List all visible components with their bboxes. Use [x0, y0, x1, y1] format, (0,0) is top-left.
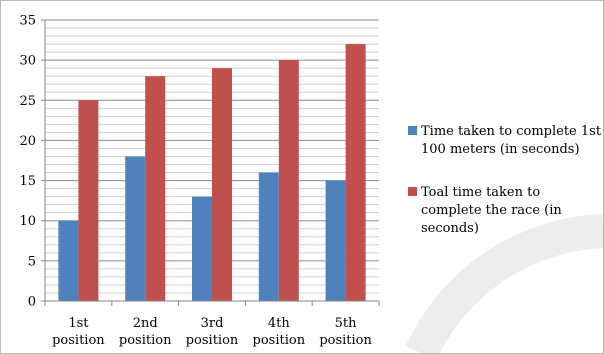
axes — [41, 19, 380, 306]
y-tick-label: 5 — [28, 254, 36, 269]
category-label-4: 4th position — [253, 316, 306, 348]
bar-series-1-1 — [58, 220, 79, 301]
bar-series-1-4 — [258, 172, 279, 301]
y-axis-ticks: 0 5 10 15 20 25 30 35 — [19, 14, 36, 310]
legend: Time taken to complete 1st 100 meters (in… — [408, 124, 602, 236]
bar-series-2-2 — [145, 76, 166, 301]
bar-series-2-5 — [345, 44, 366, 301]
bars — [58, 44, 366, 302]
watermark-arc — [405, 214, 603, 353]
x-axis-labels: 1st position 2nd position 3rd position 4th posi… — [52, 316, 372, 348]
category-label-1: 1st position — [52, 316, 105, 348]
y-tick-label: 15 — [19, 174, 36, 189]
legend-label-2: Toal time taken to complete the race (in s… — [421, 185, 562, 236]
category-label-5: 5th position — [319, 316, 372, 348]
y-tick-label: 10 — [19, 214, 36, 229]
legend-label-1: Time taken to complete 1st 100 meters (in… — [421, 124, 602, 157]
y-tick-label: 25 — [19, 94, 36, 109]
y-tick-label: 0 — [28, 295, 36, 310]
category-label-2: 2nd position — [119, 316, 172, 348]
bar-series-2-3 — [212, 68, 232, 302]
y-tick-label: 20 — [19, 134, 36, 149]
bar-series-1-3 — [192, 196, 212, 301]
watermark-arc-shape — [405, 214, 603, 353]
legend-swatch-1 — [408, 126, 417, 135]
category-label-3: 3rd position — [186, 316, 239, 348]
bar-series-1-5 — [325, 180, 346, 301]
bar-series-2-1 — [78, 100, 99, 302]
y-tick-label: 30 — [19, 54, 36, 69]
y-tick-label: 35 — [19, 14, 36, 29]
legend-swatch-2 — [408, 187, 417, 196]
bar-series-2-4 — [278, 60, 299, 302]
bar-series-1-2 — [125, 156, 146, 301]
